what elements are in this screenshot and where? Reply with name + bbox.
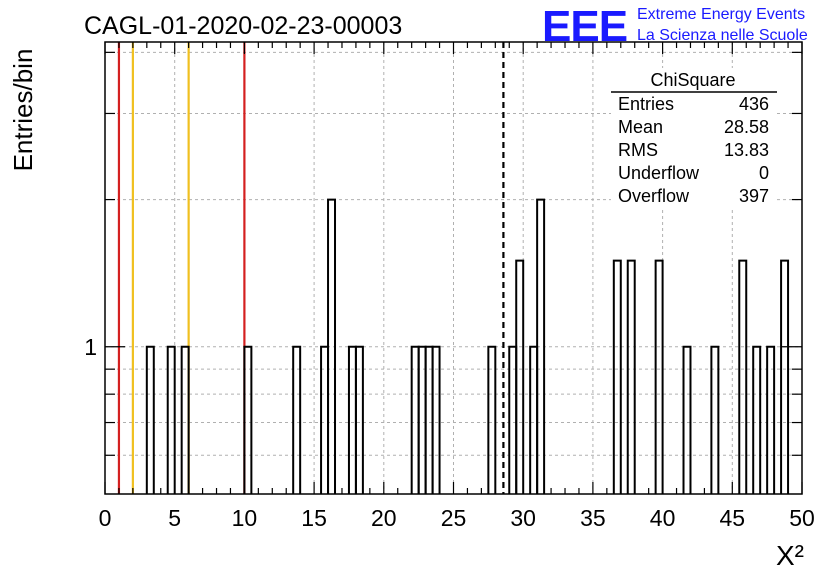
axes: 0 5 10 15 20 25 30 35 40 45 50 1 — [84, 41, 815, 531]
stats-value: 13.83 — [724, 140, 769, 160]
x-tick-label: 25 — [441, 505, 467, 531]
histogram-bin — [682, 345, 692, 494]
histogram-bin — [180, 345, 190, 494]
x-tick-label: 20 — [371, 505, 397, 531]
stats-label: Underflow — [618, 163, 700, 183]
eee-logo: EEE — [542, 2, 627, 51]
reference-lines — [117, 42, 505, 494]
grid — [104, 42, 803, 494]
y-tick-label: 1 — [84, 334, 97, 360]
stats-label: RMS — [618, 140, 658, 160]
histogram-bin — [292, 345, 302, 494]
stats-label: Entries — [618, 94, 674, 114]
histogram-bin — [536, 198, 546, 494]
stats-box: ChiSquare Entries 436 Mean 28.58 RMS 13.… — [611, 68, 777, 208]
histogram-bin — [354, 345, 364, 494]
histogram-bin — [654, 259, 664, 494]
x-tick-label: 15 — [301, 505, 327, 531]
histogram-bin — [780, 259, 790, 494]
histogram-bin — [738, 259, 748, 494]
histogram-bin — [710, 345, 720, 494]
histogram-bin — [626, 259, 636, 494]
stats-value: 0 — [759, 163, 769, 183]
x-tick-label: 0 — [99, 505, 112, 531]
stats-title: ChiSquare — [650, 70, 735, 90]
histogram-bin — [243, 345, 253, 494]
x-tick-label: 30 — [510, 505, 536, 531]
histogram-bin — [766, 345, 776, 494]
histogram-bin — [612, 259, 622, 494]
x-tick-label: 45 — [720, 505, 746, 531]
y-axis-title: Entries/bin — [8, 49, 38, 172]
histogram-bin — [752, 345, 762, 494]
stats-label: Overflow — [618, 186, 690, 206]
histogram-bars — [145, 198, 790, 494]
stats-value: 397 — [739, 186, 769, 206]
stats-value: 28.58 — [724, 117, 769, 137]
x-tick-label: 5 — [168, 505, 181, 531]
x-tick-label: 35 — [580, 505, 606, 531]
org-name-line1: Extreme Energy Events — [637, 6, 805, 23]
x-tick-label: 50 — [789, 505, 815, 531]
histogram-bin — [327, 198, 337, 494]
histogram-bin — [431, 345, 441, 494]
x-tick-label: 10 — [232, 505, 258, 531]
x-axis-title: X² — [776, 540, 804, 571]
histogram-bin — [515, 259, 525, 494]
histogram-bin — [487, 345, 497, 494]
histogram-bin — [166, 345, 176, 494]
x-tick-label: 40 — [650, 505, 676, 531]
histogram-bin — [145, 345, 155, 494]
stats-value: 436 — [739, 94, 769, 114]
stats-label: Mean — [618, 117, 663, 137]
run-title: CAGL-01-2020-02-23-00003 — [84, 12, 402, 40]
org-name-line2: La Scienza nelle Scuole — [637, 27, 808, 44]
